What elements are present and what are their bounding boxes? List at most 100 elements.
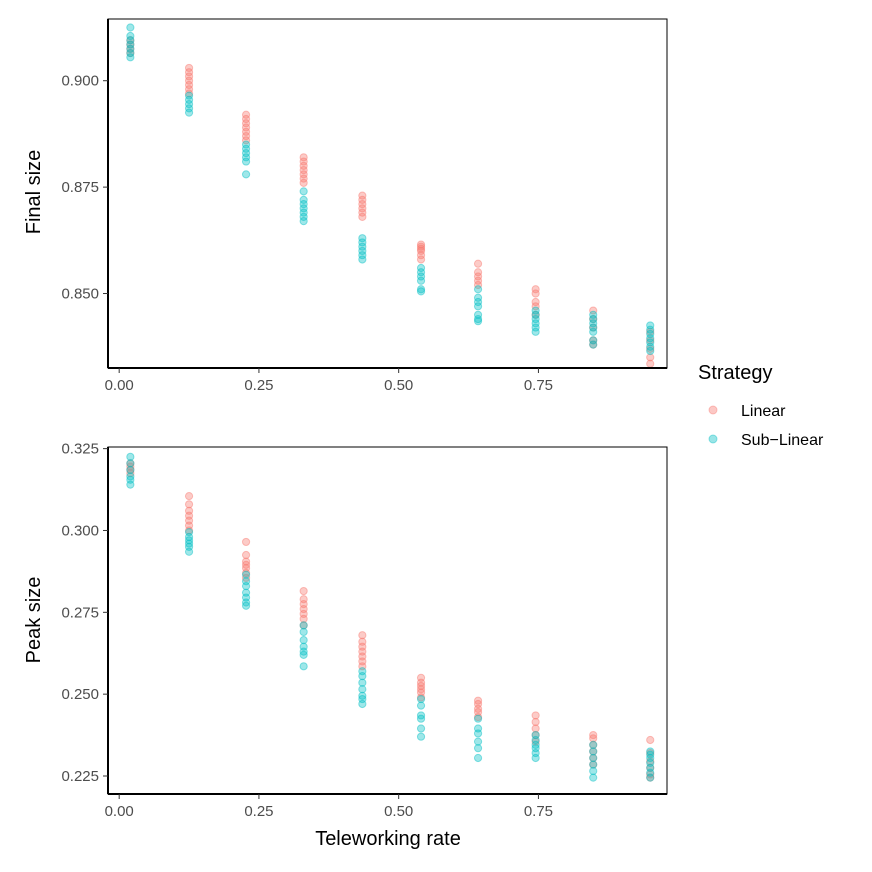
y-tick-label-peak-size: 0.275 xyxy=(61,604,99,621)
final-size-panel: 0.00 0.25 0.50 0.75 0.850 0.875 0.900 xyxy=(61,18,668,394)
point-final-size-sub-linear xyxy=(531,314,540,324)
point-final-size-sub-linear xyxy=(531,323,540,332)
point-peak-size-linear xyxy=(531,711,540,720)
point-peak-size-linear xyxy=(184,526,194,535)
point-final-size-linear xyxy=(531,285,540,294)
point-peak-size-linear xyxy=(646,763,655,772)
point-peak-size-sub-linear xyxy=(589,766,598,776)
y-axis-title-peak-size: Peak size xyxy=(23,577,45,664)
point-peak-size-linear xyxy=(473,704,483,713)
point-final-size-linear xyxy=(184,80,194,90)
legend: Strategy Linear Sub−Linear xyxy=(698,362,824,449)
point-final-size-sub-linear xyxy=(646,325,655,334)
point-peak-size-sub-linear xyxy=(358,691,367,700)
point-peak-size-sub-linear xyxy=(299,621,308,630)
point-peak-size-linear xyxy=(531,724,540,733)
point-final-size-linear xyxy=(531,302,540,311)
point-peak-size-sub-linear xyxy=(416,724,426,733)
point-final-size-linear xyxy=(241,110,251,119)
point-final-size-sub-linear xyxy=(589,336,598,345)
point-final-size-sub-linear xyxy=(184,108,194,117)
point-final-size-linear xyxy=(531,297,540,307)
x-axis-title: Teleworking rate xyxy=(315,828,461,850)
point-final-size-sub-linear xyxy=(531,327,540,336)
point-peak-size-sub-linear xyxy=(589,740,598,750)
point-peak-size-linear xyxy=(299,604,308,614)
point-peak-size-linear xyxy=(241,550,251,560)
point-peak-size-sub-linear xyxy=(589,773,598,782)
point-final-size-sub-linear xyxy=(126,23,135,32)
legend-label-linear: Linear xyxy=(741,403,786,420)
peak-size-panel: 0.00 0.25 0.50 0.75 0.225 0.250 0.275 0.300 0.32… xyxy=(61,441,668,820)
point-final-size-linear xyxy=(126,48,135,58)
point-final-size-sub-linear xyxy=(473,297,483,307)
x-tick-label-final-size: 0.00 xyxy=(105,377,134,394)
point-final-size-linear xyxy=(589,323,598,332)
point-peak-size-linear xyxy=(126,462,135,471)
point-peak-size-linear xyxy=(299,595,308,604)
point-peak-size-linear xyxy=(416,678,426,687)
point-final-size-sub-linear xyxy=(416,287,426,296)
point-peak-size-linear xyxy=(646,773,655,782)
point-peak-size-sub-linear xyxy=(531,735,540,745)
point-peak-size-linear xyxy=(299,586,308,596)
point-peak-size-linear xyxy=(299,600,308,609)
point-peak-size-linear xyxy=(184,511,194,520)
point-final-size-sub-linear xyxy=(646,321,655,330)
point-final-size-linear xyxy=(531,310,540,319)
point-final-size-sub-linear xyxy=(299,187,308,196)
point-peak-size-linear xyxy=(646,735,655,745)
point-final-size-linear xyxy=(126,44,135,53)
point-final-size-linear xyxy=(473,276,483,285)
y-tick-label-final-size: 0.850 xyxy=(61,286,99,303)
point-peak-size-sub-linear xyxy=(646,753,655,763)
point-final-size-sub-linear xyxy=(358,242,367,251)
point-final-size-linear xyxy=(646,353,655,362)
point-peak-size-linear xyxy=(241,568,251,578)
point-peak-size-sub-linear xyxy=(358,678,367,687)
point-final-size-sub-linear xyxy=(241,170,251,179)
point-peak-size-sub-linear xyxy=(531,740,540,750)
point-peak-size-linear xyxy=(473,699,483,709)
point-final-size-linear xyxy=(589,314,598,324)
point-final-size-sub-linear xyxy=(589,327,598,336)
point-final-size-sub-linear xyxy=(126,53,135,62)
point-peak-size-linear xyxy=(531,730,540,740)
point-peak-size-sub-linear xyxy=(126,480,135,489)
point-final-size-linear xyxy=(416,240,426,249)
point-peak-size-linear xyxy=(126,459,135,468)
point-final-size-sub-linear xyxy=(184,95,194,104)
legend-title: Strategy xyxy=(698,362,772,384)
point-final-size-linear xyxy=(416,244,426,253)
point-final-size-sub-linear xyxy=(416,272,426,281)
point-peak-size-sub-linear xyxy=(531,744,540,753)
point-peak-size-sub-linear xyxy=(646,763,655,772)
point-final-size-linear xyxy=(473,268,483,277)
point-peak-size-sub-linear xyxy=(126,459,135,468)
point-peak-size-sub-linear xyxy=(299,636,308,645)
point-final-size-linear xyxy=(184,85,194,94)
point-peak-size-linear xyxy=(589,734,598,743)
point-final-size-linear xyxy=(184,89,194,98)
point-peak-size-linear xyxy=(184,506,194,515)
point-final-size-sub-linear xyxy=(646,338,655,347)
point-final-size-linear xyxy=(241,131,251,141)
point-peak-size-sub-linear xyxy=(299,642,308,651)
point-peak-size-sub-linear xyxy=(358,667,367,676)
point-final-size-linear xyxy=(358,200,367,209)
point-peak-size-sub-linear xyxy=(184,536,194,545)
point-peak-size-sub-linear xyxy=(473,753,483,763)
point-peak-size-sub-linear xyxy=(241,577,251,586)
point-final-size-linear xyxy=(473,280,483,290)
point-final-size-linear xyxy=(126,36,135,45)
point-final-size-sub-linear xyxy=(241,140,251,149)
y-axis-title-final-size: Final size xyxy=(23,150,45,234)
point-final-size-linear xyxy=(589,306,598,315)
point-peak-size-sub-linear xyxy=(416,732,426,741)
point-final-size-sub-linear xyxy=(473,302,483,311)
point-final-size-sub-linear xyxy=(299,200,308,209)
point-peak-size-linear xyxy=(241,537,251,547)
point-final-size-sub-linear xyxy=(416,285,426,294)
point-final-size-sub-linear xyxy=(531,310,540,319)
point-final-size-sub-linear xyxy=(473,317,483,326)
